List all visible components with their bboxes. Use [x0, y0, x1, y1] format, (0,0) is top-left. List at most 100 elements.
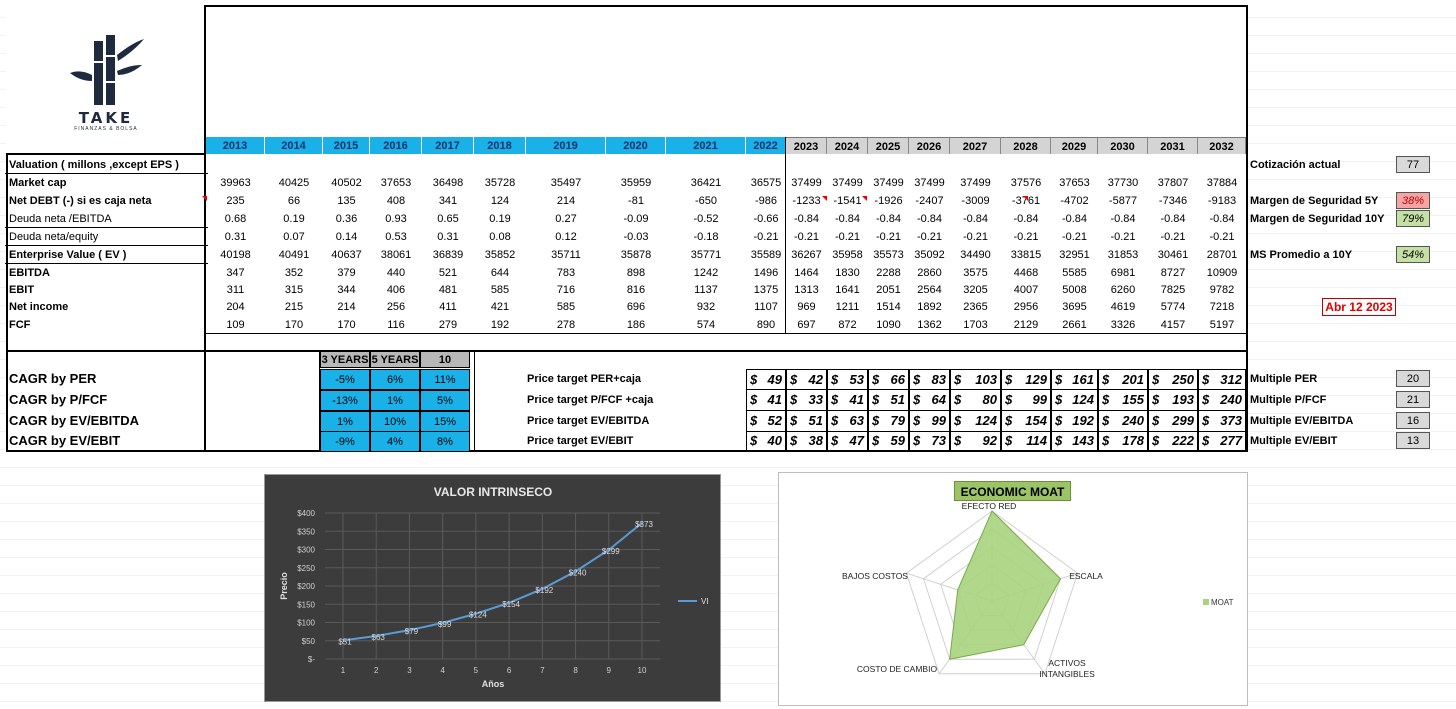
table-cell[interactable]: 1892: [917, 301, 942, 313]
table-cell[interactable]: 37653: [380, 177, 412, 189]
year-header-hist[interactable]: 2013: [206, 137, 265, 154]
comment-marker-icon[interactable]: [862, 196, 867, 201]
table-cell[interactable]: -0.21: [834, 231, 861, 243]
table-cell[interactable]: 5585: [1062, 267, 1087, 279]
table-cell[interactable]: 1137: [694, 284, 718, 296]
table-cell[interactable]: -0.21: [962, 231, 989, 243]
table-cell[interactable]: -0.84: [962, 213, 989, 225]
table-cell[interactable]: 66: [287, 195, 301, 207]
table-cell[interactable]: 0.07: [283, 231, 305, 243]
table-cell[interactable]: -3761: [1011, 195, 1041, 207]
table-cell[interactable]: -0.84: [875, 213, 902, 225]
price-target-cell[interactable]: $33: [786, 390, 827, 411]
table-cell[interactable]: -1926: [874, 195, 903, 207]
price-target-cell[interactable]: $143: [1051, 431, 1098, 452]
table-cell[interactable]: 35852: [484, 249, 516, 261]
table-cell[interactable]: 406: [386, 284, 406, 296]
table-cell[interactable]: 35878: [620, 249, 652, 261]
table-cell[interactable]: 215: [284, 301, 304, 313]
table-cell[interactable]: -81: [628, 195, 644, 207]
ms5-value[interactable]: 38%: [1396, 192, 1430, 209]
year-header-proj[interactable]: 2032: [1198, 137, 1246, 154]
table-cell[interactable]: 116: [387, 319, 405, 331]
table-cell[interactable]: 1496: [753, 267, 779, 279]
table-cell[interactable]: 344: [337, 284, 356, 296]
price-target-cell[interactable]: $49: [746, 369, 786, 390]
table-cell[interactable]: 3575: [963, 267, 988, 279]
table-cell[interactable]: 1313: [794, 284, 819, 296]
table-cell[interactable]: -0.84: [1160, 213, 1186, 225]
table-cell[interactable]: -4702: [1060, 195, 1089, 207]
table-cell[interactable]: 10909: [1206, 267, 1238, 279]
table-cell[interactable]: 37884: [1206, 177, 1238, 189]
table-cell[interactable]: 34490: [960, 249, 991, 261]
table-cell[interactable]: 0.36: [335, 213, 358, 225]
table-cell[interactable]: 644: [490, 267, 510, 279]
table-cell[interactable]: 696: [626, 301, 646, 313]
table-cell[interactable]: 36839: [432, 249, 464, 261]
table-cell[interactable]: 0.27: [555, 213, 577, 225]
year-header-hist[interactable]: 2019: [526, 137, 606, 154]
cagr-value[interactable]: 8%: [420, 431, 470, 452]
table-cell[interactable]: 36421: [690, 177, 722, 189]
year-header-proj[interactable]: 2029: [1051, 137, 1098, 154]
table-cell[interactable]: 40198: [220, 249, 251, 261]
table-cell[interactable]: 8727: [1160, 267, 1186, 279]
table-cell[interactable]: -0.03: [623, 231, 649, 243]
table-cell[interactable]: 39963: [220, 177, 251, 189]
price-target-cell[interactable]: $64: [909, 390, 950, 411]
multiple-value[interactable]: 16: [1396, 412, 1430, 429]
comment-marker-icon[interactable]: [1023, 196, 1028, 201]
table-cell[interactable]: 33815: [1010, 249, 1042, 261]
table-cell[interactable]: 35589: [750, 249, 782, 261]
price-target-cell[interactable]: $299: [1148, 411, 1198, 432]
table-cell[interactable]: 278: [556, 319, 576, 331]
table-cell[interactable]: 235: [226, 195, 245, 207]
table-cell[interactable]: 35711: [551, 249, 581, 261]
table-cell[interactable]: 1362: [917, 319, 942, 331]
table-cell[interactable]: 214: [556, 195, 576, 207]
economic-moat-chart[interactable]: ECONOMIC MOAT EFECTO RED ESCALA ACTIVOS INT…: [778, 472, 1248, 706]
table-cell[interactable]: -0.84: [916, 213, 943, 225]
table-cell[interactable]: -0.21: [1013, 231, 1039, 243]
price-target-cell[interactable]: $51: [868, 390, 909, 411]
table-cell[interactable]: 40491: [278, 249, 310, 261]
table-cell[interactable]: -1541: [833, 195, 862, 207]
table-cell[interactable]: 0.31: [224, 231, 247, 243]
price-target-cell[interactable]: $373: [1198, 411, 1246, 432]
price-target-cell[interactable]: $38: [786, 431, 827, 452]
table-cell[interactable]: -0.21: [1110, 231, 1136, 243]
price-target-cell[interactable]: $277: [1198, 431, 1246, 452]
table-cell[interactable]: 816: [626, 284, 646, 296]
price-target-cell[interactable]: $129: [1001, 369, 1051, 390]
table-cell[interactable]: 585: [556, 301, 576, 313]
cagr-value[interactable]: 6%: [370, 369, 420, 390]
table-cell[interactable]: 135: [337, 195, 356, 207]
price-target-cell[interactable]: $155: [1098, 390, 1148, 411]
price-target-cell[interactable]: $47: [827, 431, 868, 452]
cagr-value[interactable]: 4%: [370, 431, 420, 452]
price-target-cell[interactable]: $99: [1001, 390, 1051, 411]
table-cell[interactable]: 0.65: [437, 213, 459, 225]
table-cell[interactable]: 0.53: [385, 231, 407, 243]
table-cell[interactable]: -986: [754, 195, 778, 207]
table-cell[interactable]: 481: [438, 284, 458, 296]
table-cell[interactable]: 4468: [1013, 267, 1039, 279]
table-cell[interactable]: 124: [490, 195, 510, 207]
year-header-proj[interactable]: 2025: [868, 137, 909, 154]
table-cell[interactable]: 716: [556, 284, 576, 296]
table-cell[interactable]: 37499: [914, 177, 945, 189]
year-header-proj[interactable]: 2031: [1148, 137, 1198, 154]
table-cell[interactable]: 36498: [432, 177, 464, 189]
table-cell[interactable]: -0.21: [1160, 231, 1186, 243]
table-cell[interactable]: 521: [438, 267, 458, 279]
price-target-cell[interactable]: $154: [1001, 411, 1051, 432]
table-cell[interactable]: 37807: [1157, 177, 1189, 189]
table-cell[interactable]: 36267: [791, 249, 822, 261]
table-cell[interactable]: 35497: [550, 177, 582, 189]
price-target-cell[interactable]: $250: [1148, 369, 1198, 390]
table-cell[interactable]: 315: [284, 284, 304, 296]
cagr-value[interactable]: 15%: [420, 411, 470, 432]
table-cell[interactable]: 37499: [791, 177, 822, 189]
table-cell[interactable]: 4007: [1013, 284, 1039, 296]
